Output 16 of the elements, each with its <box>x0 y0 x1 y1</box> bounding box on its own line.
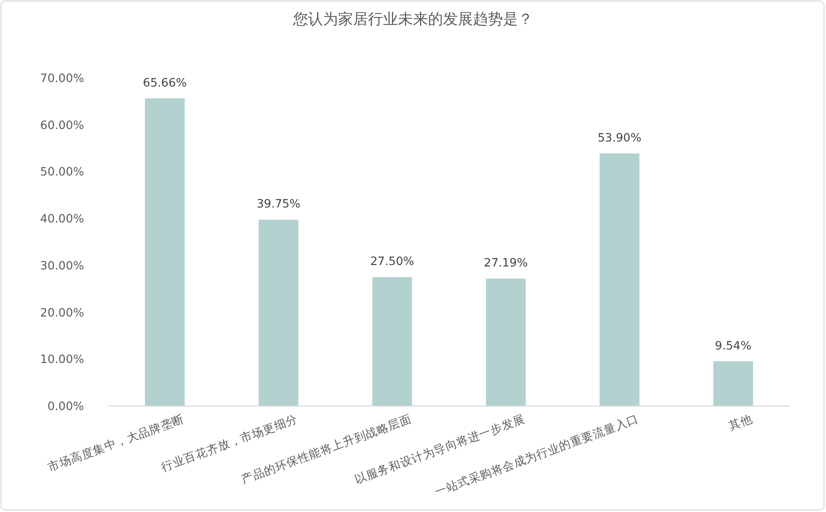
y-tick-label: 70.00% <box>40 71 84 85</box>
y-tick-label: 60.00% <box>40 118 84 132</box>
data-label: 65.66% <box>142 75 187 90</box>
data-label: 9.54% <box>714 338 752 352</box>
y-tick-label: 0.00% <box>47 399 84 413</box>
data-label: 27.19% <box>484 256 528 270</box>
data-label: 39.75% <box>256 196 300 211</box>
y-tick-label: 50.00% <box>40 164 84 179</box>
title: 您认为家居行业未来的发展趋势是？ <box>293 10 533 28</box>
y-tick-label: 10.00% <box>40 352 84 366</box>
data-label: 27.50% <box>370 254 414 268</box>
y-tick-label: 30.00% <box>40 258 84 272</box>
data-label: 53.90% <box>598 130 642 144</box>
x-tick-label: 其他 <box>726 412 754 434</box>
y-tick-label: 20.00% <box>40 305 84 320</box>
y-tick-label: 40.00% <box>40 212 84 226</box>
